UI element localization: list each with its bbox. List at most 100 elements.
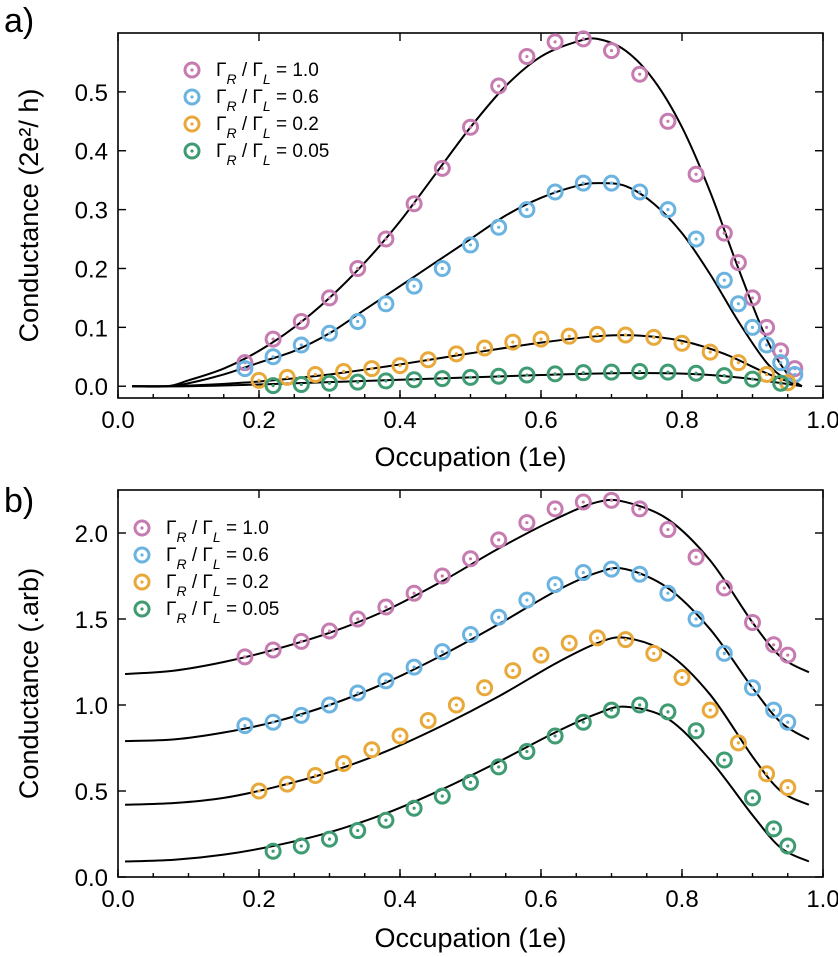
x-tick-label: 1.0	[806, 886, 838, 913]
data-point-center	[779, 361, 783, 365]
data-point	[391, 357, 409, 375]
data-point-center	[694, 172, 698, 176]
data-point	[363, 360, 381, 378]
data-point	[758, 336, 776, 354]
data-point-center	[285, 782, 289, 786]
data-point	[264, 842, 282, 860]
fit-line-1	[132, 182, 803, 388]
series-1-markers	[236, 560, 797, 735]
data-point-center	[468, 557, 473, 561]
data-point	[236, 648, 254, 666]
data-point-center	[299, 382, 303, 387]
data-point-center	[384, 818, 388, 822]
data-point-center	[553, 40, 557, 44]
data-point	[349, 312, 367, 330]
y-tick-label: 1.5	[75, 607, 108, 634]
data-point-center	[398, 364, 402, 368]
panel-label: b)	[4, 482, 34, 520]
data-point-center	[299, 844, 303, 848]
data-point	[631, 65, 649, 83]
legend-marker-center	[140, 607, 144, 611]
data-point-center	[285, 375, 289, 379]
legend-marker-center	[190, 122, 194, 126]
data-point	[462, 773, 479, 791]
data-point	[588, 629, 606, 647]
data-point	[631, 363, 649, 381]
legend-marker	[133, 546, 151, 564]
data-point	[779, 713, 797, 731]
data-point-center	[750, 686, 755, 690]
data-point-center	[313, 773, 317, 778]
data-point	[335, 363, 353, 381]
data-point	[546, 576, 564, 594]
data-point	[588, 325, 606, 343]
data-point-center	[609, 370, 614, 374]
data-point	[715, 644, 733, 662]
data-point	[603, 701, 620, 719]
data-point	[447, 345, 465, 363]
data-point	[758, 765, 776, 783]
data-point-center	[327, 703, 332, 707]
legend-marker	[183, 115, 201, 133]
x-tick-label: 1.0	[806, 407, 838, 434]
data-point	[462, 550, 479, 568]
legend: ΓR / ΓL = 1.0ΓR / ΓL = 0.6ΓR / ΓL = 0.2Γ…	[183, 60, 329, 168]
data-point-center	[412, 202, 416, 206]
legend-label: ΓR / ΓL = 0.6	[216, 87, 319, 114]
data-point-center	[765, 343, 769, 347]
data-point	[419, 711, 437, 729]
data-point-center	[779, 349, 783, 353]
data-point-center	[497, 225, 501, 229]
y-tick-label: 0.4	[75, 139, 108, 166]
data-point-center	[786, 653, 790, 657]
data-point	[645, 644, 663, 662]
y-tick-label: 0.5	[75, 80, 108, 107]
data-point	[560, 327, 578, 345]
legend-label: ΓR / ΓL = 0.05	[166, 599, 279, 626]
data-point	[447, 696, 465, 714]
data-point	[321, 622, 338, 640]
series-3-markers	[264, 696, 797, 860]
data-point	[476, 679, 494, 697]
data-point-center	[299, 639, 303, 643]
data-point	[603, 42, 620, 60]
data-point-center	[694, 555, 698, 559]
data-point-center	[708, 708, 712, 712]
data-point-center	[581, 570, 585, 575]
data-point	[250, 371, 268, 389]
data-point-center	[327, 837, 332, 841]
data-point	[433, 159, 451, 177]
legend-label: ΓR / ΓL = 1.0	[166, 518, 269, 545]
data-point-center	[440, 794, 444, 798]
x-tick-label: 0.6	[524, 886, 557, 913]
data-point-center	[412, 591, 416, 595]
y-tick-label: 0.5	[75, 779, 108, 806]
data-point-center	[722, 758, 726, 762]
y-axis-title: Conductance (.arb)	[14, 568, 44, 799]
data-point	[729, 295, 747, 313]
data-point	[236, 360, 254, 378]
data-point-center	[750, 377, 755, 381]
legend-marker-center	[190, 68, 194, 72]
fit-line-3	[125, 705, 810, 863]
data-point-center	[356, 266, 360, 271]
data-point-center	[271, 337, 275, 341]
data-point	[617, 631, 635, 649]
data-point	[765, 820, 783, 838]
data-point-center	[750, 325, 755, 329]
y-tick-label: 0.1	[75, 315, 108, 342]
data-point	[292, 837, 310, 855]
data-point	[419, 351, 437, 369]
data-point-center	[440, 266, 444, 271]
data-point-center	[468, 125, 473, 129]
data-point-center	[440, 376, 444, 381]
data-point	[490, 608, 508, 626]
legend-marker-center	[140, 580, 144, 584]
data-point	[715, 579, 733, 597]
data-point-center	[786, 720, 790, 724]
data-point-center	[271, 849, 275, 853]
data-point	[546, 727, 564, 745]
x-axis-title: Occupation (1e)	[374, 442, 566, 472]
data-point-center	[680, 675, 684, 680]
data-point-center	[356, 617, 360, 621]
